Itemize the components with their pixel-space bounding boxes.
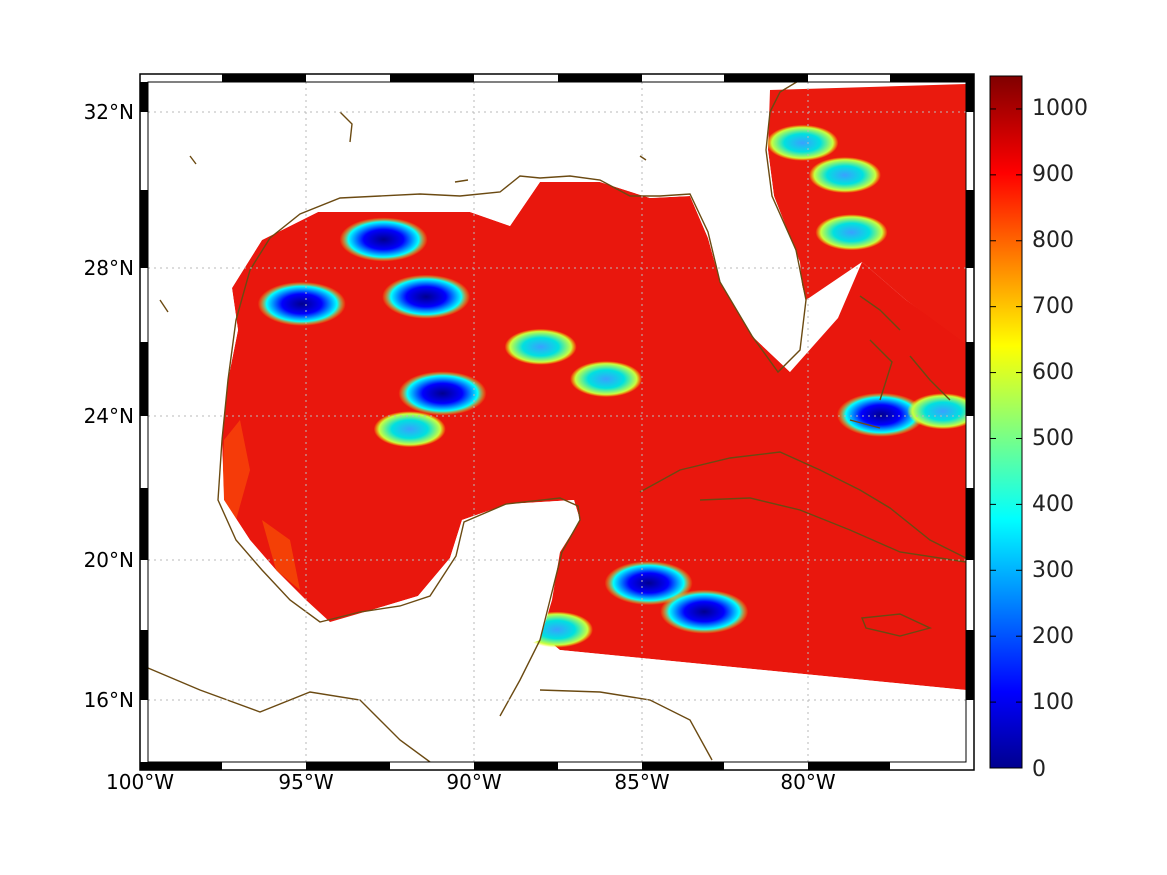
low-value-patch [339,217,428,262]
low-value-patch [382,274,471,319]
yucatan-land [300,500,580,690]
low-value-patch [660,589,749,634]
colorbar-gradient [989,75,1023,769]
coast-cuba-south [699,497,966,563]
graticule [148,82,966,762]
map-frame [139,73,975,771]
colorbar-labels: 1000 900 800 700 600 500 400 300 200 100… [1032,96,1088,782]
colorbar-tick-label: 600 [1032,360,1074,385]
lat-tick-label: 28°N [84,256,134,280]
coast-central-america [148,667,431,762]
coast-mexico [217,439,581,717]
coast-us-gulf [221,82,807,441]
colorbar-tick-label: 100 [1032,690,1074,715]
low-value-patch [815,214,888,251]
low-value-patch [398,371,487,416]
coast-honduras [539,689,713,761]
colorbar-tick-label: 800 [1032,228,1074,253]
lat-tick-label: 20°N [84,548,134,572]
low-value-patch [257,281,346,326]
colorbar-ticks [990,108,1022,769]
lon-axis: 100°W 95°W 90°W 85°W 80°W [106,770,836,794]
colorbar-tick-label: 700 [1032,294,1074,319]
lon-tick-label: 90°W [446,770,501,794]
colorbar-tick-label: 900 [1032,162,1074,187]
low-value-patch [766,124,839,161]
lon-tick-label: 85°W [614,770,669,794]
low-value-patch [373,411,446,448]
lon-tick-label: 100°W [106,770,174,794]
colorbar-tick-label: 500 [1032,426,1074,451]
colorbar-tick-label: 0 [1032,757,1046,782]
low-value-patches [257,124,966,648]
coast-jamaica [861,613,933,637]
colorbar-tick-label: 400 [1032,492,1074,517]
florida-land [600,82,806,372]
colorbar-tick-label: 300 [1032,558,1074,583]
lat-tick-label: 16°N [84,688,134,712]
low-value-patch [570,361,643,398]
lon-tick-label: 80°W [780,770,835,794]
low-value-patch [836,392,925,437]
coast-islands [159,111,647,313]
southern-land [148,650,966,762]
low-value-patch [604,561,693,606]
lat-axis: 32°N 28°N 24°N 20°N 16°N [84,100,134,712]
low-value-patch [504,328,577,365]
colorbar-tick-label: 1000 [1032,96,1088,121]
mexico-land [148,82,650,650]
coast-cuba [639,451,966,559]
lat-tick-label: 24°N [84,404,134,428]
low-value-patch [808,157,881,194]
lat-tick-label: 32°N [84,100,134,124]
low-value-patch [907,393,966,430]
coastlines [148,82,966,762]
coast-bahamas [849,295,951,429]
colorbar-tick-label: 200 [1032,624,1074,649]
lon-tick-label: 95°W [278,770,333,794]
land-masks [148,82,966,762]
colorbar: 1000 900 800 700 600 500 400 300 200 100… [989,75,1088,782]
